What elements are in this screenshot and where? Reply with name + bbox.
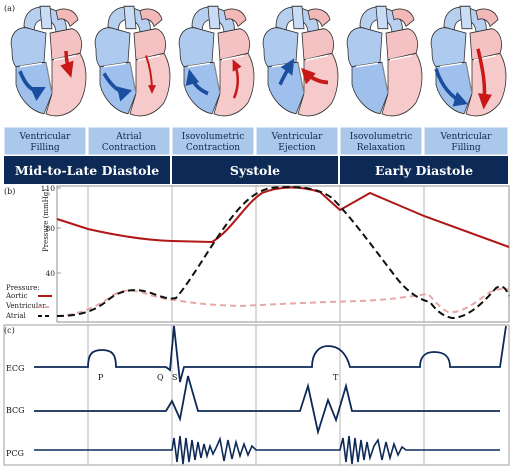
ecg-t-label: T bbox=[333, 373, 339, 382]
ytick-40: 40 bbox=[45, 269, 55, 278]
aortic-pressure-curve bbox=[56, 186, 510, 248]
heart-ventricular-ejection bbox=[262, 5, 339, 117]
phase-2-line1: Atrial bbox=[115, 132, 142, 142]
heart-atrial-contraction bbox=[94, 5, 171, 117]
legend-aortic-label: Aortic bbox=[5, 292, 28, 300]
phase-2-line2: Contraction bbox=[102, 143, 156, 153]
ytick-80: 80 bbox=[45, 224, 55, 233]
phase-dividers-c bbox=[87, 325, 425, 465]
phase-6-line1: Ventricular bbox=[440, 132, 493, 142]
heart-isovolumetric-contraction bbox=[178, 5, 255, 117]
bcg-trace bbox=[34, 375, 500, 436]
bcg-label: BCG bbox=[6, 406, 25, 415]
heart-ventricular-filling bbox=[10, 5, 87, 117]
legend-atrial-label: Atrial bbox=[5, 312, 27, 320]
ecg-label: ECG bbox=[6, 364, 24, 373]
ecg-q-label: Q bbox=[157, 373, 164, 382]
phase-3-line2: Contraction bbox=[186, 143, 240, 153]
ytick-110: 110 bbox=[41, 184, 56, 193]
pressure-legend: Pressure: Aortic Ventricular Atrial bbox=[5, 284, 52, 320]
phase-1-line1: Ventricular bbox=[19, 132, 72, 142]
ventricular-pressure-curve bbox=[56, 287, 510, 317]
phase-boxes: Ventricular Filling Atrial Contraction I… bbox=[3, 126, 509, 156]
panel-c-label: (c) bbox=[4, 326, 15, 335]
heart-ventricular-filling-2 bbox=[430, 5, 507, 117]
phase-6-line2: Filling bbox=[451, 143, 481, 153]
pressure-chart: 110 80 40 Pressure (mmHg) Pressure: Aort… bbox=[5, 184, 510, 323]
phase-4-line2: Ejection bbox=[278, 143, 316, 153]
waveform-panel: ECG BCG PCG P Q S T bbox=[3, 324, 510, 466]
legend-title: Pressure: bbox=[6, 284, 40, 292]
atrial-pressure-curve bbox=[56, 186, 510, 320]
phase-5-line2: Relaxation bbox=[357, 143, 406, 153]
pressure-axis-label: Pressure (mmHg) bbox=[42, 189, 50, 252]
ecg-s-label: S bbox=[172, 373, 177, 382]
heart-isovolumetric-relaxation bbox=[346, 5, 423, 117]
period-early-diastole: Early Diastole bbox=[375, 163, 473, 178]
ecg-p-label: P bbox=[98, 373, 104, 382]
pcg-label: PCG bbox=[6, 449, 24, 458]
phase-1-line2: Filling bbox=[30, 143, 60, 153]
ecg-trace bbox=[34, 325, 507, 383]
phase-4-line1: Ventricular bbox=[271, 132, 324, 142]
heart-diagram-row bbox=[10, 5, 507, 117]
period-bars: Mid-to-Late Diastole Systole Early Diast… bbox=[4, 156, 508, 184]
phase-3-line1: Isovolumetric bbox=[182, 132, 244, 142]
panel-b-label: (b) bbox=[4, 187, 15, 196]
phase-dividers-b bbox=[87, 186, 425, 322]
period-systole: Systole bbox=[230, 163, 280, 178]
pcg-trace bbox=[34, 435, 500, 465]
legend-ventricular-label: Ventricular bbox=[5, 302, 46, 310]
panel-a-label: (a) bbox=[4, 4, 15, 13]
phase-5-line1: Isovolumetric bbox=[350, 132, 412, 142]
period-mid-late-diastole: Mid-to-Late Diastole bbox=[15, 163, 159, 178]
